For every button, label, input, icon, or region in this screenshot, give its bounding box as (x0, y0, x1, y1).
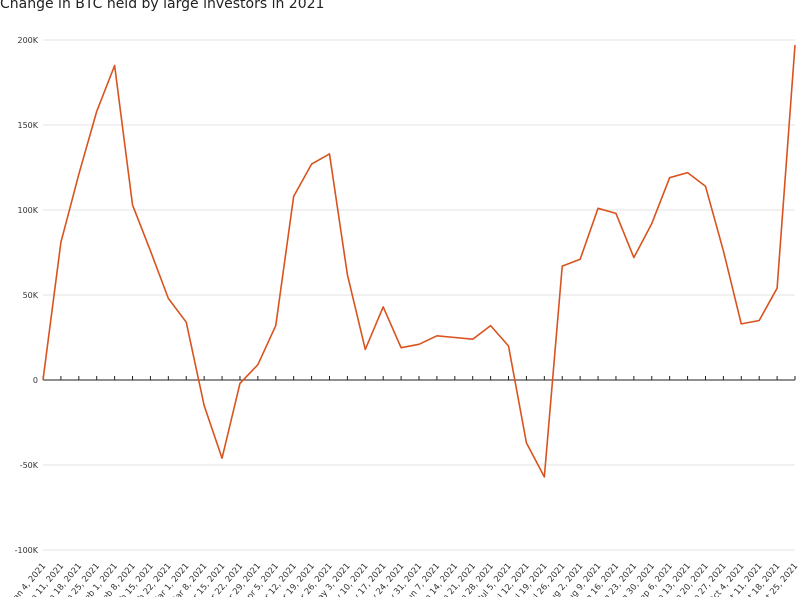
y-tick-label: 100K (17, 206, 38, 215)
y-tick-label: -50K (20, 461, 39, 470)
y-tick-label: 0 (33, 376, 38, 385)
chart-title: Change in BTC held by large investors in… (0, 0, 324, 12)
y-tick-label: 200K (17, 36, 38, 45)
series-line (42, 45, 796, 478)
y-tick-label: 150K (17, 121, 38, 130)
y-tick-label: 50K (23, 291, 39, 300)
y-tick-label: -100K (15, 546, 39, 555)
